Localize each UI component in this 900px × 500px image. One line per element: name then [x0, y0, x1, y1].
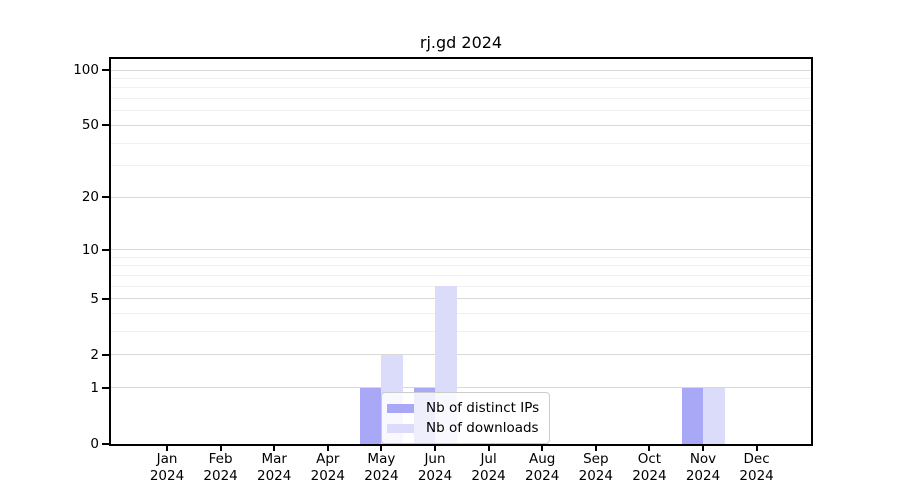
x-tick-month: Feb: [208, 451, 233, 467]
x-tick-month: May: [367, 451, 396, 467]
y-tick-label: 50: [81, 117, 99, 134]
y-gridline-minor: [111, 87, 811, 89]
legend-swatch-distinct-ips: [387, 403, 414, 413]
y-tick-label: 10: [81, 241, 99, 258]
y-tick-mark: [102, 386, 110, 389]
y-tick-mark: [102, 124, 110, 127]
x-tick-month: Aug: [529, 451, 556, 467]
x-tick-mark: [219, 444, 222, 451]
x-tick-month: Jul: [480, 451, 497, 467]
y-tick-label: 5: [90, 290, 99, 307]
x-tick-label-jun: Jun 2024: [407, 451, 463, 485]
x-tick-month: Oct: [637, 451, 662, 467]
x-tick-month: Nov: [689, 451, 717, 467]
x-tick-label-may: May 2024: [353, 451, 409, 485]
x-tick-year: 2024: [310, 468, 345, 484]
legend-label-downloads: Nb of downloads: [426, 420, 539, 436]
y-tick-mark: [102, 443, 110, 445]
x-tick-month: Jan: [156, 451, 178, 467]
x-tick-label-feb: Feb 2024: [193, 451, 249, 485]
x-tick-label-apr: Apr 2024: [300, 451, 356, 485]
x-tick-month: Apr: [316, 451, 340, 467]
x-tick-year: 2024: [149, 468, 185, 484]
x-tick-month: Jun: [424, 451, 446, 467]
y-tick-label: 100: [73, 62, 99, 78]
bar-distinct-ips-nov: [681, 387, 703, 444]
y-gridline-major: [111, 354, 811, 356]
y-tick-mark: [102, 353, 110, 356]
legend-label-distinct-ips: Nb of distinct IPs: [426, 400, 540, 416]
y-tick-mark: [102, 248, 110, 251]
x-tick-mark: [380, 444, 383, 451]
x-tick-year: 2024: [632, 468, 667, 484]
x-tick-mark: [594, 444, 597, 451]
x-tick-mark: [166, 444, 168, 451]
legend: Nb of distinct IPs Nb of downloads: [381, 392, 551, 444]
x-tick-year: 2024: [203, 468, 238, 484]
y-gridline-major: [111, 387, 811, 389]
legend-item-downloads: Nb of downloads: [387, 418, 539, 438]
y-tick-label: 2: [90, 346, 99, 363]
y-gridline-minor: [111, 265, 811, 267]
x-tick-year: 2024: [471, 468, 506, 484]
x-tick-year: 2024: [417, 468, 453, 484]
x-tick-year: 2024: [739, 468, 774, 484]
x-tick-label-jul: Jul 2024: [461, 451, 517, 485]
x-tick-month: Mar: [261, 451, 287, 467]
y-gridline-minor: [111, 142, 811, 144]
x-tick-mark: [326, 444, 329, 451]
y-gridline-minor: [111, 285, 811, 287]
y-gridline-minor: [111, 331, 811, 333]
y-gridline-minor: [111, 165, 811, 167]
bar-downloads-nov: [703, 387, 725, 444]
y-gridline-minor: [111, 77, 811, 79]
y-tick-label: 0: [90, 436, 99, 452]
y-gridline-major: [111, 69, 811, 71]
x-tick-mark: [541, 444, 544, 451]
y-tick-label: 1: [90, 379, 99, 396]
x-tick-label-jan: Jan 2024: [139, 451, 195, 485]
x-tick-label-dec: Dec 2024: [729, 451, 785, 485]
x-tick-label-aug: Aug 2024: [514, 451, 570, 485]
y-gridline-major: [111, 298, 811, 300]
x-tick-month: Sep: [583, 451, 609, 467]
x-tick-month: Dec: [743, 451, 770, 467]
x-tick-mark: [702, 444, 704, 451]
y-tick-label: 20: [81, 189, 99, 206]
y-gridline-major: [111, 124, 811, 126]
x-tick-year: 2024: [578, 468, 613, 484]
x-tick-year: 2024: [257, 468, 292, 484]
x-tick-mark: [273, 444, 276, 451]
x-tick-mark: [648, 444, 651, 451]
x-tick-year: 2024: [525, 468, 560, 484]
y-tick-mark: [102, 69, 110, 71]
y-gridline-minor: [111, 274, 811, 276]
bar-distinct-ips-may: [359, 387, 382, 444]
x-tick-mark: [755, 444, 758, 451]
y-gridline-minor: [111, 313, 811, 315]
y-tick-mark: [102, 297, 110, 300]
y-tick-mark: [102, 196, 110, 199]
chart-title: rj.gd 2024: [419, 33, 503, 52]
legend-swatch-downloads: [387, 423, 414, 433]
x-tick-label-sep: Sep 2024: [568, 451, 624, 485]
x-tick-year: 2024: [685, 468, 721, 484]
y-gridline-minor: [111, 98, 811, 100]
x-tick-year: 2024: [364, 468, 399, 484]
legend-item-distinct-ips: Nb of distinct IPs: [387, 398, 539, 418]
x-tick-label-nov: Nov 2024: [675, 451, 731, 485]
y-gridline-minor: [111, 256, 811, 258]
x-tick-label-mar: Mar 2024: [246, 451, 302, 485]
y-gridline-major: [111, 249, 811, 251]
x-tick-label-oct: Oct 2024: [621, 451, 677, 485]
y-gridline-major: [111, 196, 811, 198]
y-gridline-minor: [111, 110, 811, 112]
x-tick-mark: [487, 444, 490, 451]
x-tick-mark: [434, 444, 436, 451]
